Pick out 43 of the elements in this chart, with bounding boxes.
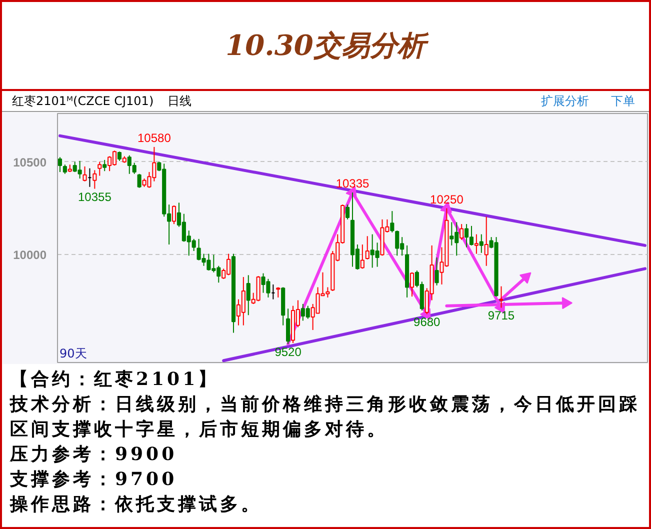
chart-subtitle: 红枣2101ᴹ(CZCE CJ101) bbox=[12, 93, 154, 110]
text: 【合约：红枣2101】 bbox=[10, 368, 220, 392]
candlestick bbox=[117, 151, 122, 162]
text: 支撑参考：9700 bbox=[10, 468, 178, 492]
text: 技术分析：日线级别，当前价格维持三角形收敛震荡，今日低开回踩区间支撑收十字星，后市短期偏多对待。 bbox=[10, 393, 641, 442]
y-tick-label: 10500 bbox=[13, 155, 47, 170]
candlestick bbox=[98, 161, 102, 176]
annotation: 9680 bbox=[414, 315, 441, 330]
candlestick bbox=[365, 236, 370, 260]
candlestick bbox=[410, 272, 414, 298]
candlestick bbox=[276, 286, 280, 298]
candlestick bbox=[390, 210, 394, 233]
text: 操作思路：依托支撑试多。 bbox=[10, 493, 263, 517]
candlestick bbox=[479, 234, 484, 254]
candlestick bbox=[92, 170, 97, 190]
candlestick bbox=[172, 204, 176, 225]
annotation: 90天 bbox=[60, 346, 87, 360]
candlestick bbox=[82, 166, 87, 182]
candlestick bbox=[434, 257, 439, 286]
candlestick bbox=[58, 156, 62, 173]
candlestick bbox=[102, 159, 107, 172]
annotation: 10580 bbox=[137, 130, 172, 145]
annotation: 9520 bbox=[274, 344, 302, 359]
y-tick-label: 10000 bbox=[13, 248, 47, 262]
candlestick bbox=[346, 204, 350, 220]
candlestick bbox=[474, 234, 478, 254]
chart-title: 10.30交易分析 bbox=[2, 2, 649, 91]
text: 扩展分析 bbox=[541, 93, 589, 110]
annotation: 10355 bbox=[78, 190, 112, 204]
candlestick bbox=[62, 164, 67, 174]
candlestick bbox=[286, 308, 290, 344]
annotation: 10250 bbox=[430, 192, 464, 206]
candlestick bbox=[484, 216, 488, 266]
annotation: 10335 bbox=[336, 176, 370, 190]
text: 下单 bbox=[611, 93, 635, 110]
annotation: 9715 bbox=[488, 308, 515, 323]
candlestick bbox=[246, 274, 250, 316]
candlestick bbox=[460, 224, 464, 240]
candlestick bbox=[499, 286, 504, 308]
candlestick bbox=[137, 173, 142, 188]
text: 压力参考：9900 bbox=[10, 443, 178, 467]
text: 日线 bbox=[168, 93, 192, 110]
candlestick bbox=[360, 244, 364, 270]
